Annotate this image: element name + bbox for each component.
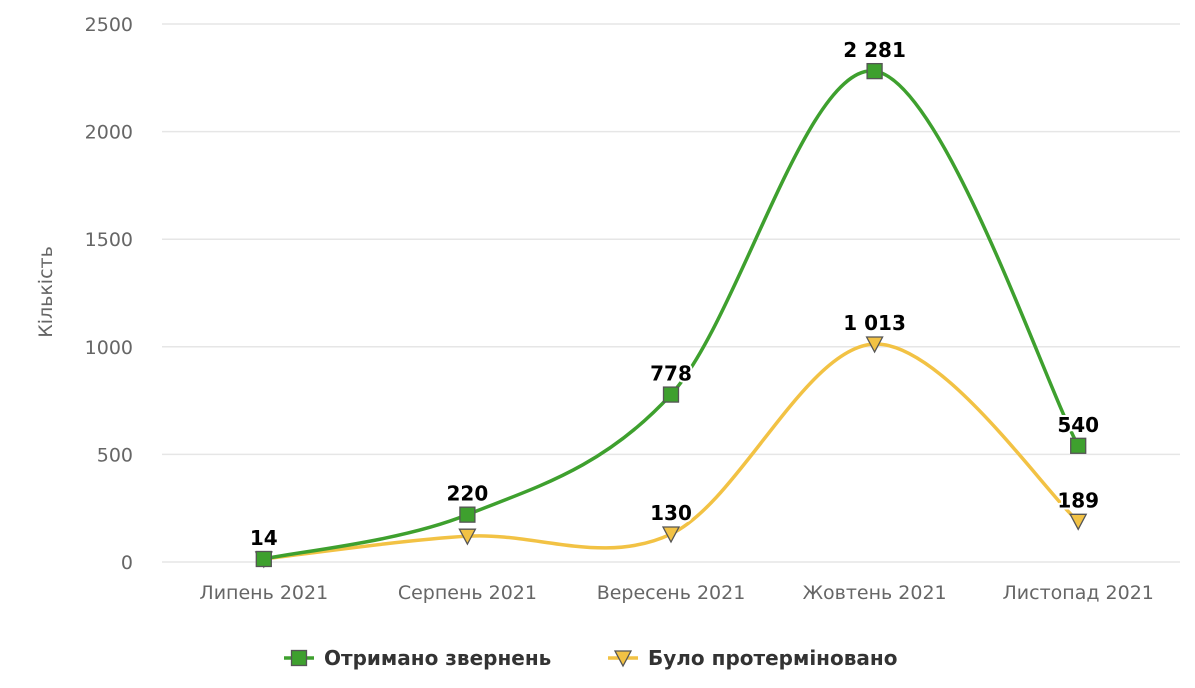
y-tick-label: 1000 (85, 337, 133, 359)
y-axis-ticks: 0 500 1000 1500 2000 2500 (85, 14, 133, 574)
series-markers (254, 62, 1088, 569)
data-labels: 130 1 013 189 14 220 778 2 281 540 (248, 36, 1101, 552)
legend-label: Було протерміновано (648, 646, 897, 670)
triangle-down-icon (613, 650, 633, 668)
data-label: 540 (1057, 413, 1099, 437)
data-point-triangle (458, 528, 477, 546)
data-point-square (866, 62, 883, 80)
data-label: 1 013 (843, 311, 906, 335)
data-label: 189 (1057, 488, 1099, 512)
x-tick-label: Серпень 2021 (398, 582, 537, 604)
data-point-triangle (661, 526, 681, 544)
y-tick-label: 0 (121, 552, 133, 574)
y-axis-title: Кількість (35, 246, 57, 338)
x-tick-label: Липень 2021 (199, 582, 328, 604)
data-point-square (459, 506, 476, 523)
legend-item[interactable]: Було протерміновано (608, 646, 897, 670)
data-point-square (1070, 437, 1087, 454)
data-label: 778 (650, 362, 692, 386)
data-label: 130 (650, 501, 692, 525)
legend-item[interactable]: Отримано звернень (284, 646, 551, 670)
y-tick-label: 1500 (85, 229, 133, 251)
square-icon (290, 649, 308, 667)
data-label: 14 (250, 526, 278, 550)
series-line (262, 69, 1080, 561)
data-point-triangle (865, 336, 884, 354)
y-tick-label: 500 (97, 444, 133, 466)
data-point-triangle (1069, 513, 1088, 531)
data-point-square (255, 550, 272, 568)
data-point-square (662, 386, 680, 403)
y-tick-label: 2500 (85, 14, 133, 36)
data-label: 220 (447, 482, 489, 506)
series-line (262, 342, 1080, 561)
x-tick-label: Листопад 2021 (1003, 582, 1154, 604)
legend: Отримано звернень Було протерміновано (284, 646, 897, 670)
x-axis-ticks: Липень 2021 Серпень 2021 Вересень 2021 Жовт… (199, 582, 1153, 604)
gridlines (162, 23, 1180, 563)
legend-label: Отримано звернень (324, 646, 551, 670)
x-tick-label: Жовтень 2021 (803, 582, 947, 604)
x-tick-label: Вересень 2021 (597, 582, 746, 604)
y-tick-label: 2000 (85, 122, 133, 144)
data-label: 2 281 (843, 38, 906, 62)
series-lines (262, 69, 1080, 561)
